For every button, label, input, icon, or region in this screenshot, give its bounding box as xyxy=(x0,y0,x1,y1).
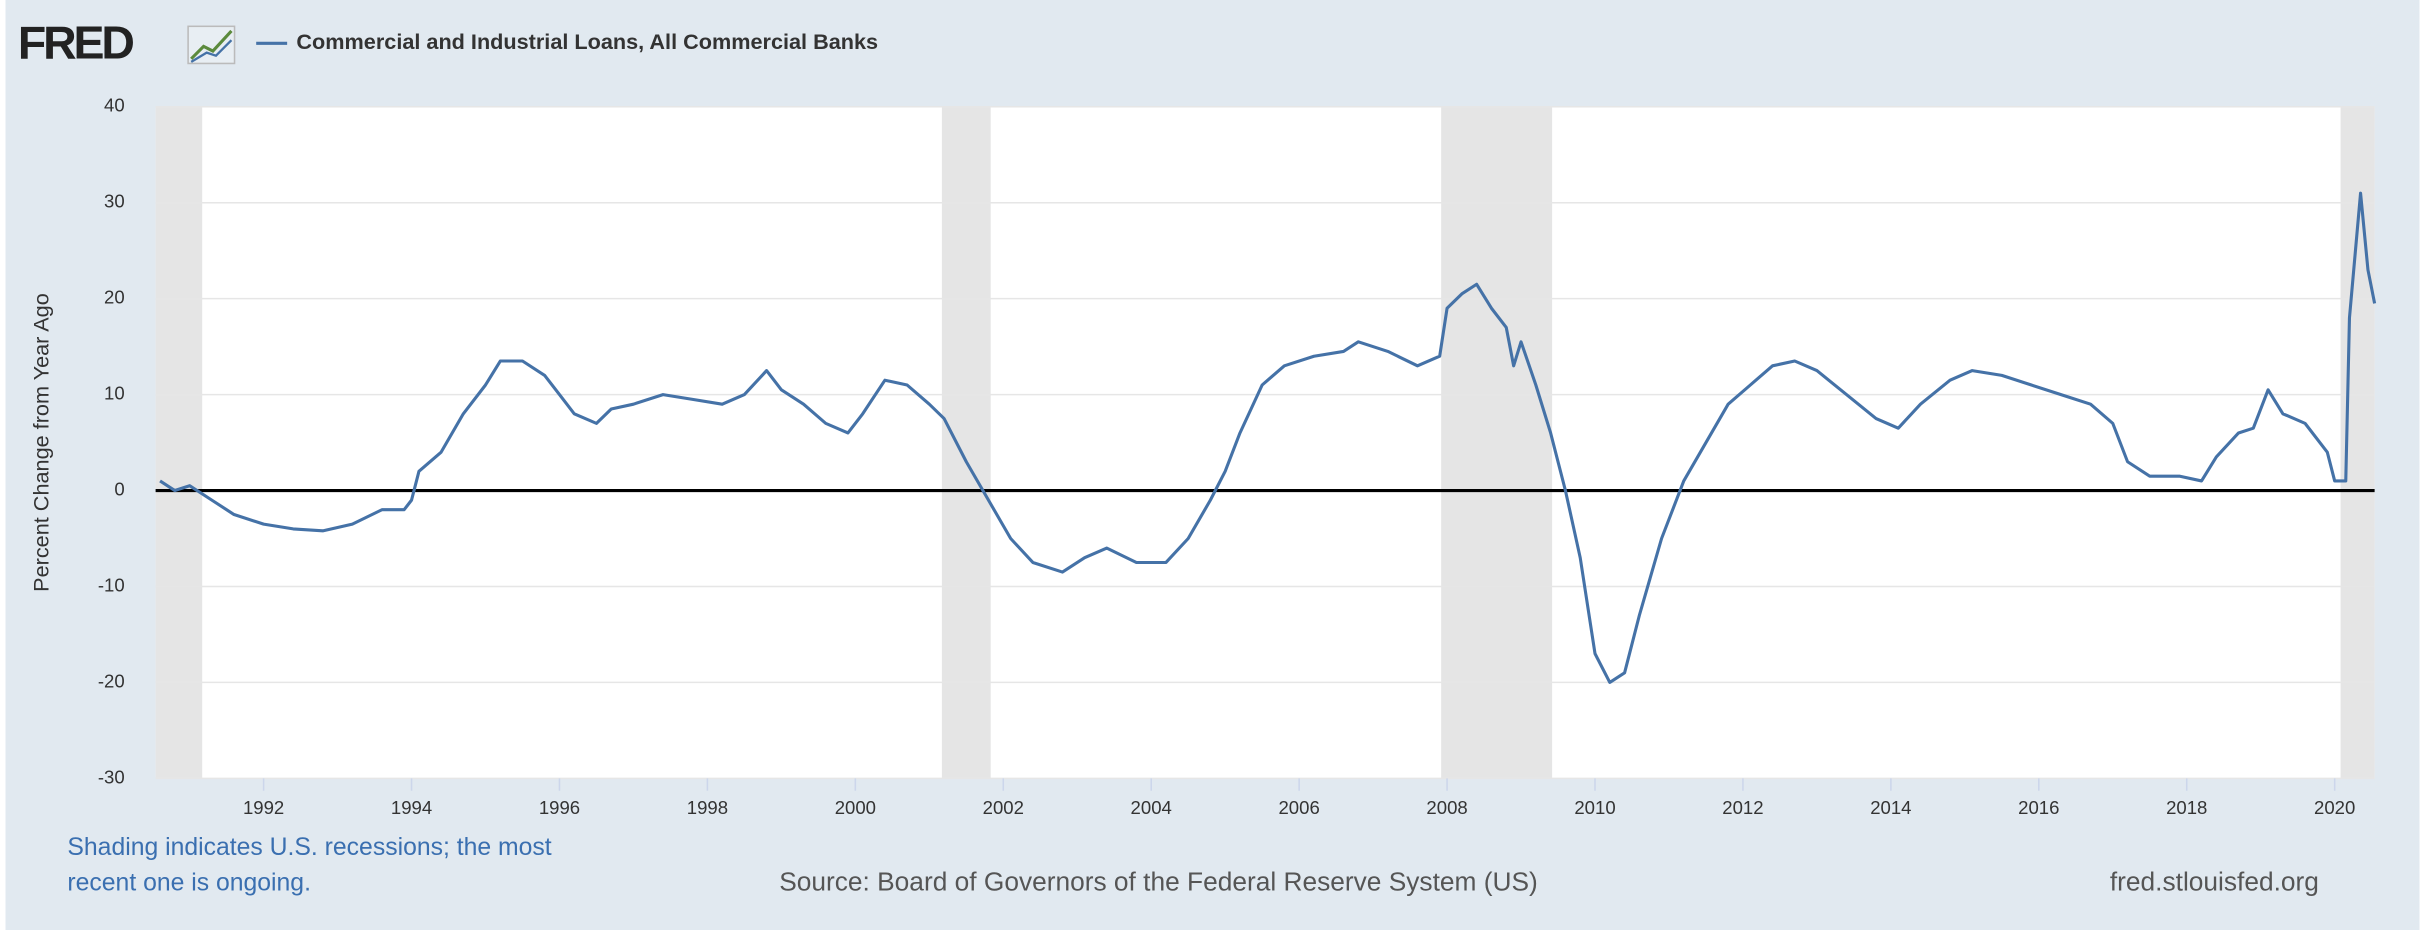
x-tick-label: 1994 xyxy=(391,797,432,818)
recession-band xyxy=(941,106,991,779)
plot-area xyxy=(155,106,2375,779)
x-tick-label: 2020 xyxy=(2314,797,2355,818)
y-tick-label: 10 xyxy=(104,382,125,403)
recession-band xyxy=(1441,106,1553,779)
x-tick-label: 2014 xyxy=(1870,797,1911,818)
y-tick-label: -10 xyxy=(98,574,125,595)
x-tick-label: 2008 xyxy=(1426,797,1467,818)
y-tick-label: -20 xyxy=(98,670,125,691)
series-line xyxy=(159,191,2377,684)
x-tick-label: 2018 xyxy=(2166,797,2207,818)
x-tick-label: 2004 xyxy=(1131,797,1172,818)
y-tick-label: 20 xyxy=(104,287,125,308)
recession-band xyxy=(155,106,203,779)
legend-label: Commercial and Industrial Loans, All Com… xyxy=(296,29,878,54)
y-tick-label: 40 xyxy=(104,95,125,116)
x-tick-label: 1992 xyxy=(243,797,284,818)
x-tick-label: 2000 xyxy=(835,797,876,818)
x-tick-label: 2006 xyxy=(1279,797,1320,818)
note: Shading indicates U.S. recessions; the m… xyxy=(67,834,551,897)
source: Source: Board of Governors of the Federa… xyxy=(779,867,1538,897)
y-tick-label: 0 xyxy=(114,478,124,499)
x-tick-label: 1998 xyxy=(687,797,728,818)
x-tick-label: 1996 xyxy=(539,797,580,818)
logo: FRED xyxy=(18,17,134,69)
logo-icon xyxy=(187,25,236,65)
x-tick-label: 2012 xyxy=(1722,797,1763,818)
x-tick-label: 2002 xyxy=(983,797,1024,818)
y-tick-label: -30 xyxy=(98,766,125,787)
y-tick-label: 30 xyxy=(104,191,125,212)
x-tick-label: 2010 xyxy=(1574,797,1615,818)
website: fred.stlouisfed.org xyxy=(2110,867,2319,897)
y-axis-label: Percent Change from Year Ago xyxy=(28,293,53,592)
x-tick-label: 2016 xyxy=(2018,797,2059,818)
